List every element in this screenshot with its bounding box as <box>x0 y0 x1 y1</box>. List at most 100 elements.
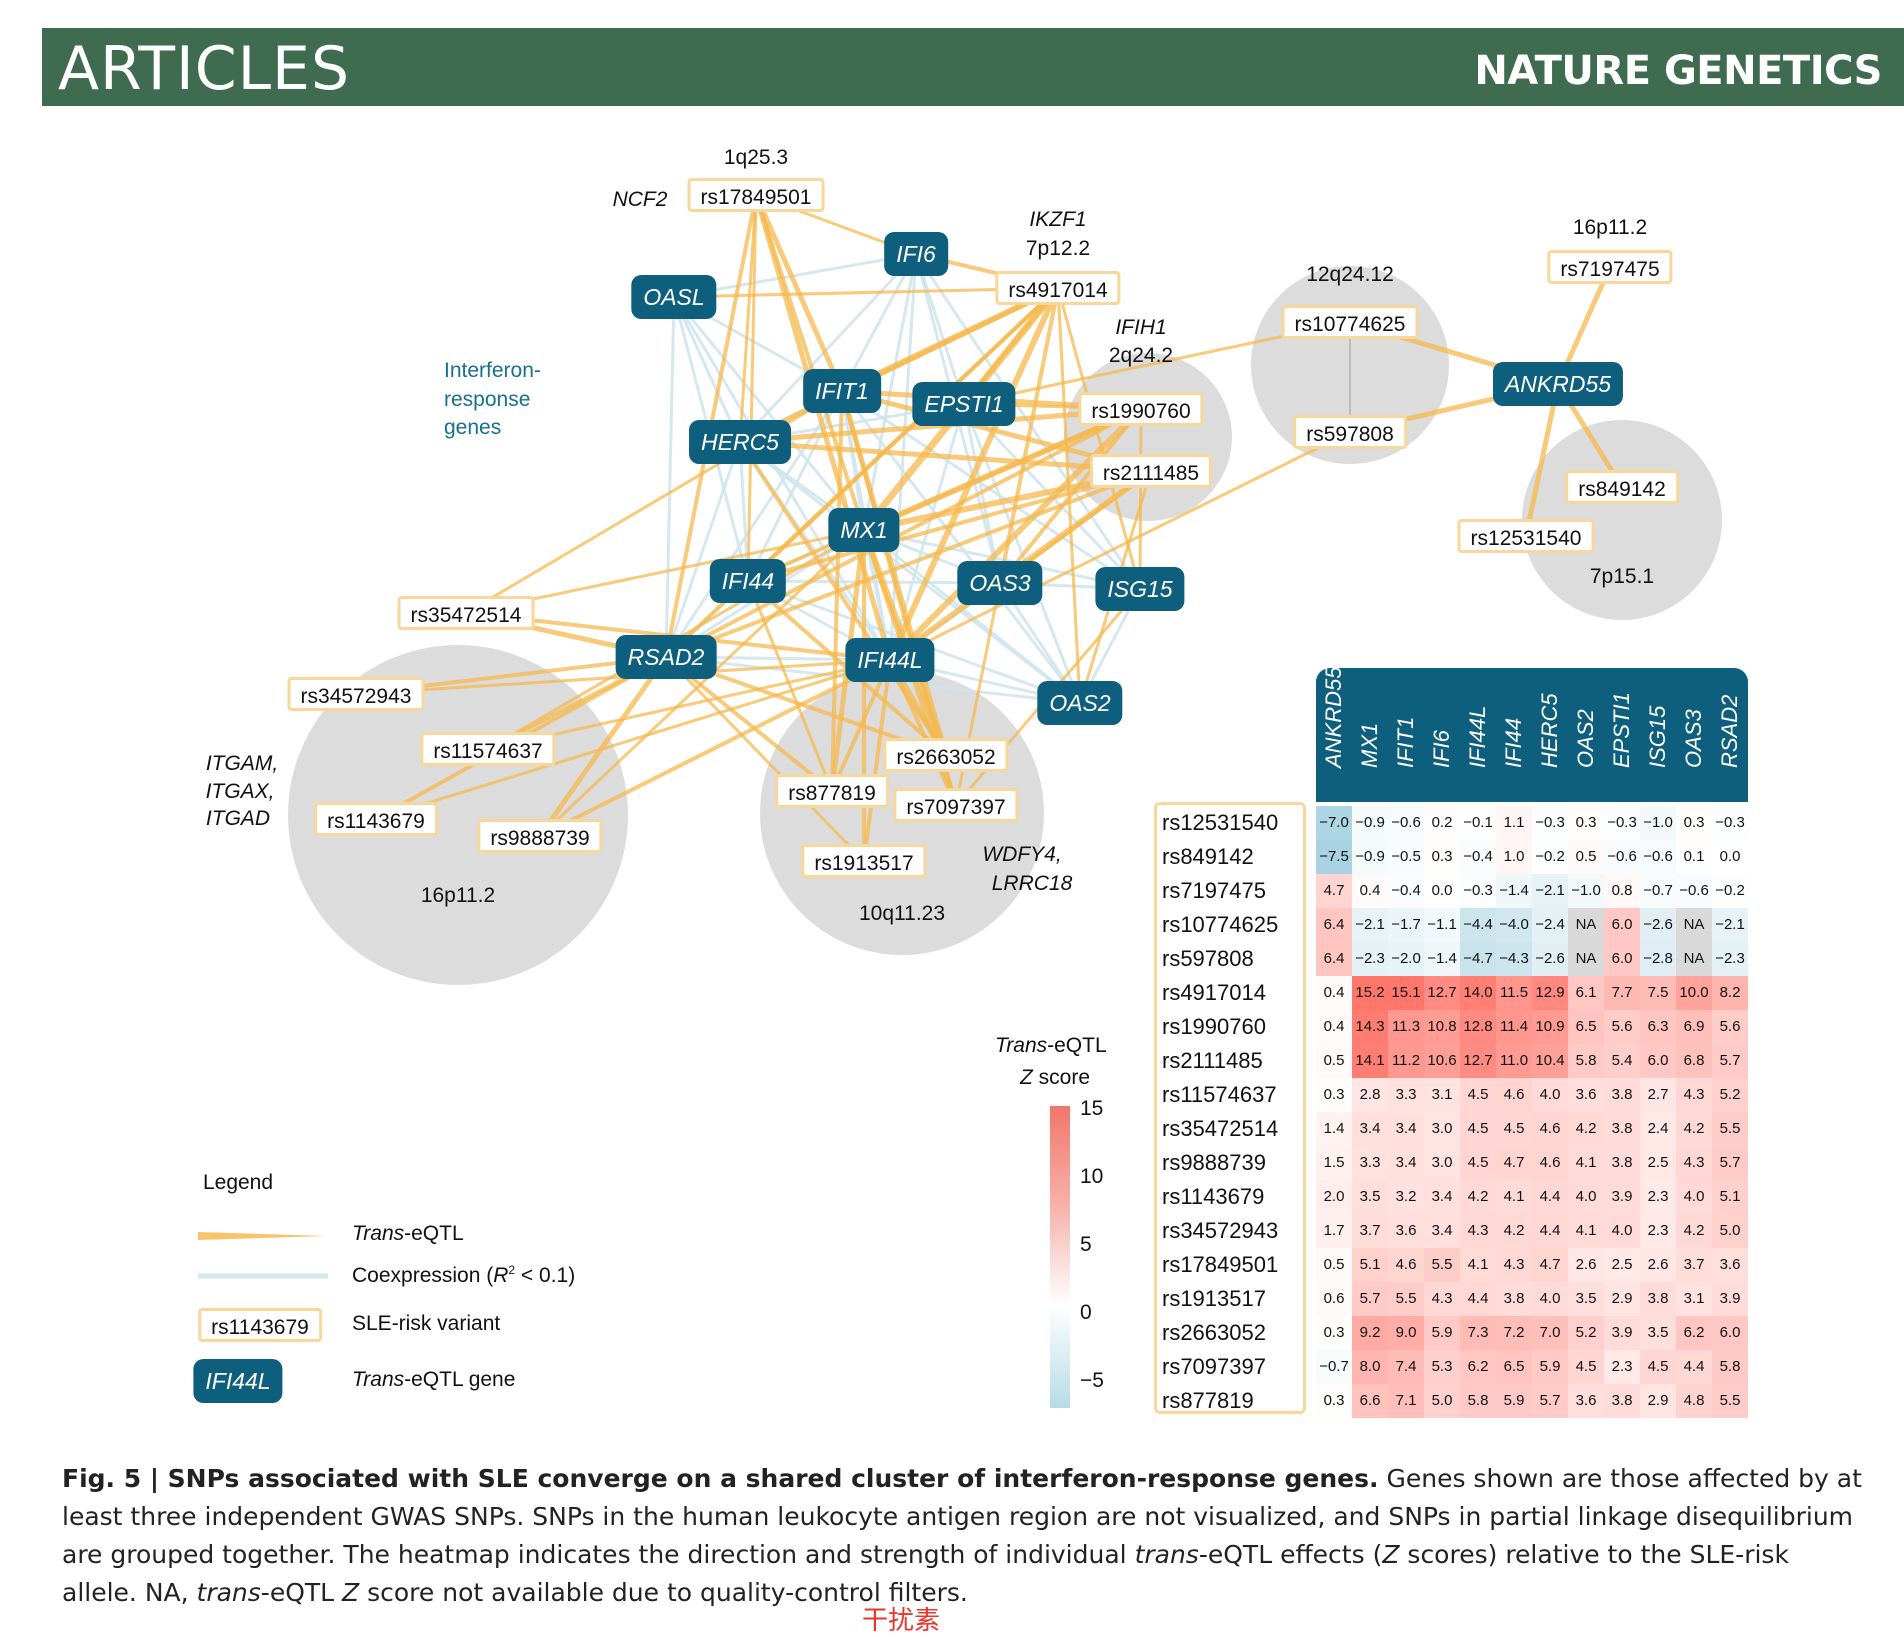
heatmap-cell: 2.5 <box>1640 1146 1676 1180</box>
trans-eqtl-edge <box>739 439 1152 474</box>
heatmap-cell: 3.2 <box>1388 1180 1424 1214</box>
heatmap-cell: 6.8 <box>1676 1044 1712 1078</box>
heatmap-column-header <box>1316 668 1748 802</box>
heatmap-cell: 2.3 <box>1604 1350 1640 1384</box>
heatmap-cell: 5.3 <box>1424 1350 1460 1384</box>
heatmap-row-label-rs7097397: rs7097397 <box>1162 1354 1266 1379</box>
heatmap-cell: 5.0 <box>1712 1214 1748 1248</box>
heatmap-cell: 0.1 <box>1676 840 1712 874</box>
heatmap-row-label-rs7197475: rs7197475 <box>1162 878 1266 903</box>
heatmap-cell: 3.7 <box>1352 1214 1388 1248</box>
heatmap-cell: 6.2 <box>1676 1316 1712 1350</box>
heatmap-cell: −0.6 <box>1676 874 1712 908</box>
heatmap-col-label: IFI6 <box>1429 730 1454 768</box>
heatmap-cell: 6.9 <box>1676 1010 1712 1044</box>
heatmap-cell: 4.6 <box>1532 1146 1568 1180</box>
heatmap-cell: 4.2 <box>1676 1214 1712 1248</box>
heatmap-col-label: OAS3 <box>1681 709 1706 768</box>
snp-node-rs7097397: rs7097397 <box>893 788 1019 822</box>
snp-node-rs1990760: rs1990760 <box>1078 392 1204 426</box>
heatmap-cell: 4.0 <box>1532 1282 1568 1316</box>
colorbar-gradient <box>1050 1106 1070 1408</box>
heatmap-cell: 10.8 <box>1424 1010 1460 1044</box>
colorbar-tick-0: 0 <box>1080 1301 1092 1324</box>
heatmap-cell: 6.2 <box>1460 1350 1496 1384</box>
heatmap-cell: 5.5 <box>1424 1248 1460 1282</box>
heatmap-row-label-rs9888739: rs9888739 <box>1162 1150 1266 1175</box>
colorbar-title-line2: Z score <box>1020 1066 1091 1089</box>
heatmap-cell: −2.6 <box>1640 908 1676 942</box>
heatmap-cell: 3.4 <box>1388 1112 1424 1146</box>
coexpression-edge <box>863 528 1081 705</box>
heatmap-cell: 4.5 <box>1460 1078 1496 1112</box>
colorbar-tick-15: 15 <box>1080 1097 1104 1120</box>
heatmap-row-label-rs597808: rs597808 <box>1162 946 1254 971</box>
interferon-label-line2: response <box>444 388 531 411</box>
snp-node-rs10774625: rs10774625 <box>1281 305 1419 339</box>
heatmap-cell: 3.8 <box>1640 1282 1676 1316</box>
heatmap-cell: 3.8 <box>1496 1282 1532 1316</box>
heatmap-col-label: RSAD2 <box>1717 694 1742 768</box>
heatmap-cell: 2.0 <box>1316 1180 1352 1214</box>
locus-label-12q24-12: 12q24.12 <box>1306 263 1394 286</box>
heatmap-cell: 7.0 <box>1532 1316 1568 1350</box>
heatmap-cell: 0.5 <box>1316 1044 1352 1078</box>
colorbar-tick-neg5: −5 <box>1080 1369 1104 1392</box>
trans-eqtl-edge <box>889 430 1351 662</box>
heatmap-cell: 5.6 <box>1712 1010 1748 1044</box>
heatmap-cell: 2.3 <box>1640 1214 1676 1248</box>
heatmap-cell: 2.6 <box>1640 1248 1676 1282</box>
heatmap-row-label-rs35472514: rs35472514 <box>1162 1116 1279 1141</box>
locus-gene-itgam: ITGAM, <box>205 752 279 775</box>
heatmap-cell: −2.4 <box>1532 908 1568 942</box>
heatmap-cell: 5.6 <box>1604 1010 1640 1044</box>
heatmap-cell: 0.2 <box>1424 806 1460 840</box>
heatmap-cell: 4.5 <box>1460 1146 1496 1180</box>
gene-node-oas3: OAS3 <box>957 561 1043 605</box>
locus-gene-itgax: ITGAX, <box>205 780 275 803</box>
heatmap-cell: 7.1 <box>1388 1384 1424 1418</box>
heatmap-cell: 2.7 <box>1640 1078 1676 1112</box>
heatmap-cell: 1.5 <box>1316 1146 1352 1180</box>
heatmap-cell: −0.7 <box>1640 874 1676 908</box>
heatmap-cell: 4.4 <box>1532 1214 1568 1248</box>
heatmap-cell: 12.7 <box>1460 1044 1496 1078</box>
heatmap-cell: 10.4 <box>1532 1044 1568 1078</box>
heatmap-col-label: IFI44L <box>1465 705 1490 768</box>
heatmap-cell: 11.4 <box>1496 1010 1532 1044</box>
trans-eqtl-edge <box>746 194 758 582</box>
heatmap-cell: 1.4 <box>1316 1112 1352 1146</box>
heatmap-col-label: EPSTI1 <box>1609 692 1634 768</box>
heatmap-cell: 11.5 <box>1496 976 1532 1010</box>
heatmap-cell: 0.3 <box>1424 840 1460 874</box>
heatmap-cell: −0.6 <box>1604 840 1640 874</box>
trans-eqtl-edge <box>538 528 866 838</box>
heatmap-row-label-rs877819: rs877819 <box>1162 1388 1254 1413</box>
heatmap-cell: 3.6 <box>1712 1248 1748 1282</box>
snp-node-rs849142: rs849142 <box>1565 470 1679 504</box>
colorbar-tick-10: 10 <box>1080 1165 1104 1188</box>
heatmap-cell: 4.4 <box>1532 1180 1568 1214</box>
heatmap-cell: 3.5 <box>1352 1180 1388 1214</box>
heatmap-cell: 4.7 <box>1316 874 1352 908</box>
heatmap-cell: −0.1 <box>1460 806 1496 840</box>
legend-snp-desc: SLE-risk variant <box>352 1312 501 1335</box>
heatmap-cell: 7.4 <box>1388 1350 1424 1384</box>
trans-eqtl-edge <box>746 580 834 792</box>
snp-node-rs1143679: rs1143679 <box>314 802 438 836</box>
legend-eqtl-line <box>198 1232 326 1240</box>
snp-node-rs34572943: rs34572943 <box>287 677 425 711</box>
heatmap-cell: 3.5 <box>1568 1282 1604 1316</box>
heatmap-cell: 12.9 <box>1532 976 1568 1010</box>
heatmap-cell: 15.1 <box>1388 976 1424 1010</box>
heatmap-cell: 5.7 <box>1712 1146 1748 1180</box>
heatmap-cell: 10.6 <box>1424 1044 1460 1078</box>
heatmap-cell: −0.9 <box>1352 840 1388 874</box>
heatmap-cell: NA <box>1568 942 1604 976</box>
heatmap-cell: 11.2 <box>1388 1044 1424 1078</box>
heatmap-col-label: MX1 <box>1357 722 1382 768</box>
trans-eqtl-edge <box>830 390 844 792</box>
journal-name: NATURE GENETICS <box>1474 48 1882 94</box>
heatmap-cell: 2.4 <box>1640 1112 1676 1146</box>
trans-eqtl-edge <box>537 655 669 838</box>
